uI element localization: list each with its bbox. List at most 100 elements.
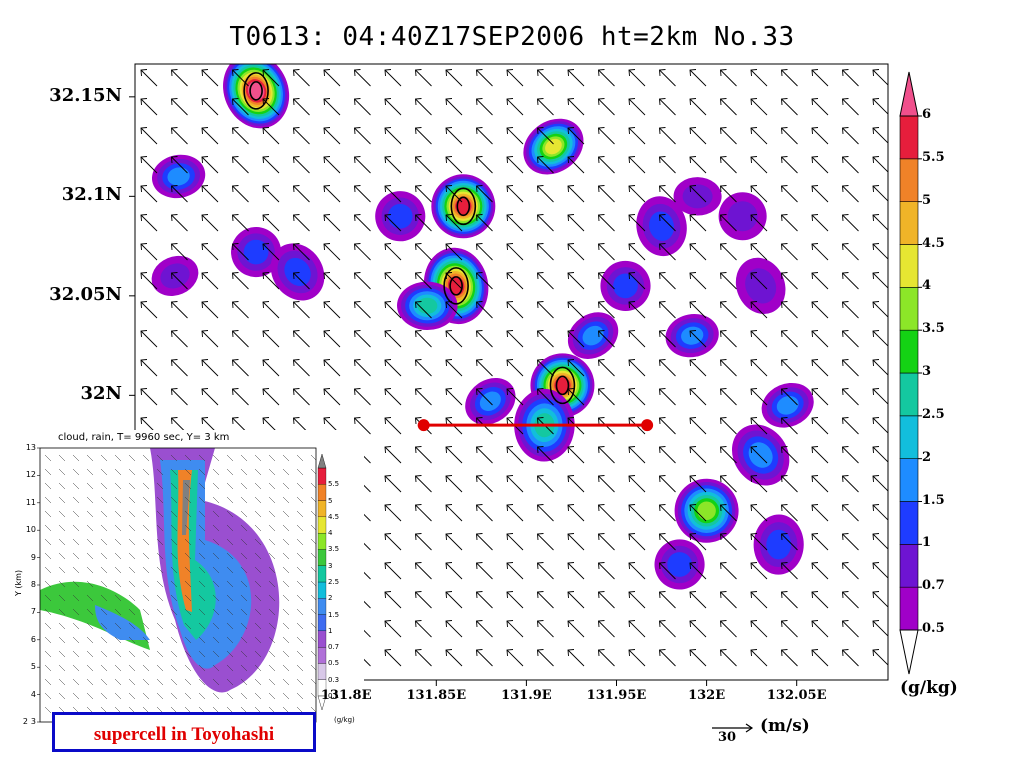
wind-arrow <box>445 243 463 261</box>
wind-arrow <box>384 446 402 464</box>
wind-arrow <box>598 591 615 609</box>
wind-arrow-head <box>720 446 727 454</box>
wind-arrow <box>567 69 585 87</box>
wind-arrow <box>323 330 341 348</box>
inset-wind-arrow <box>72 650 80 658</box>
wind-arrow-head <box>659 243 666 251</box>
wind-arrow <box>415 272 432 290</box>
wind-arrow <box>262 69 280 87</box>
wind-arrow <box>384 330 402 348</box>
wind-arrow-head <box>506 243 514 251</box>
inset-wind-arrow <box>254 552 262 560</box>
wind-arrow <box>842 127 859 145</box>
inset-wind-arrow <box>254 608 262 616</box>
wind-arrow-head <box>750 127 758 135</box>
wind-arrow-head <box>628 330 636 338</box>
wind-arrow-head <box>415 330 422 338</box>
inset-wind-arrow <box>142 468 150 476</box>
inset-wind-arrow <box>114 468 122 476</box>
inset-wind-arrow <box>310 552 316 559</box>
wind-arrow <box>171 185 188 203</box>
wind-arrow-head <box>415 272 422 280</box>
wind-arrow <box>506 330 524 348</box>
inset-wind-arrow <box>268 552 276 560</box>
wind-arrow-head <box>140 156 148 164</box>
inset-wind-arrow <box>184 692 192 700</box>
inset-wind-arrow <box>58 636 66 644</box>
wind-arrow-head <box>415 533 422 541</box>
wind-arrow-head <box>750 475 758 483</box>
wind-arrow <box>323 359 341 377</box>
wind-arrow <box>445 359 463 377</box>
wind-arrow <box>781 272 798 290</box>
wind-arrow-head <box>567 98 575 106</box>
wind-arrow <box>415 591 432 609</box>
wind-arrow-head <box>232 417 239 425</box>
colorbar-label: 5 <box>922 192 932 208</box>
wind-arrow <box>537 533 554 551</box>
wind-arrow <box>781 504 798 522</box>
inset-wind-arrow <box>58 650 66 658</box>
inset-wind-arrow <box>310 664 316 671</box>
inset-wind-arrow <box>198 678 206 686</box>
wind-arrow-head <box>628 69 636 77</box>
wind-arrow <box>628 330 646 348</box>
shading-blob <box>284 257 311 287</box>
vector-reference: 30 <box>718 730 737 745</box>
inset-wind-arrow <box>142 608 150 616</box>
wind-arrow <box>659 330 676 348</box>
wind-arrow <box>537 562 554 580</box>
wind-arrow <box>781 562 798 580</box>
wind-arrow <box>781 417 798 435</box>
wind-arrow <box>598 127 615 145</box>
wind-arrow-head <box>720 388 727 396</box>
inset-wind-arrow <box>268 622 276 630</box>
inset-wind-arrow <box>58 454 66 462</box>
inset-wind-arrow <box>226 580 234 588</box>
wind-arrow-head <box>506 98 514 106</box>
wind-arrow-head <box>384 446 392 454</box>
inset-wind-arrow <box>170 468 178 476</box>
wind-arrow <box>872 98 888 115</box>
wind-arrow <box>689 127 707 145</box>
inset-wind-arrow <box>240 524 248 532</box>
inset-title: cloud, rain, T= 9960 sec, Y= 3 km <box>58 432 230 443</box>
wind-arrow <box>506 301 524 319</box>
wind-arrow <box>201 127 219 145</box>
wind-arrow <box>232 272 249 290</box>
wind-arrow-head <box>537 156 544 164</box>
wind-arrow-head <box>476 98 483 106</box>
wind-arrow <box>506 533 524 551</box>
shading-blob <box>613 273 638 299</box>
wind-arrow-head <box>232 156 239 164</box>
wind-arrow <box>354 388 371 406</box>
wind-arrow-head <box>262 272 270 280</box>
wind-arrow <box>598 301 615 319</box>
inset-wind-arrow <box>170 510 178 518</box>
wind-arrow-head <box>537 243 544 251</box>
wind-arrow <box>811 417 829 435</box>
wind-arrow <box>140 127 158 145</box>
wind-arrow <box>781 388 798 406</box>
wind-arrow <box>750 185 768 203</box>
inset-wind-arrow <box>128 608 136 616</box>
wind-arrow-head <box>506 533 514 541</box>
inset-wind-arrow <box>58 510 66 518</box>
inset-wind-arrow <box>156 678 164 686</box>
wind-arrow-head <box>750 591 758 599</box>
inset-wind-arrow <box>296 482 304 490</box>
inset-wind-arrow <box>100 636 108 644</box>
wind-arrow-head <box>445 591 453 599</box>
wind-arrow <box>720 98 737 116</box>
wind-arrow-head <box>689 98 697 106</box>
wind-arrow-head <box>720 156 727 164</box>
wind-arrow-head <box>354 214 361 222</box>
wind-arrow-head <box>567 359 575 367</box>
wind-arrow <box>598 620 615 638</box>
wind-arrow <box>506 156 524 174</box>
wind-arrow-head <box>171 388 178 396</box>
wind-arrow-head <box>476 272 483 280</box>
wind-arrow-head <box>598 417 605 425</box>
inset-wind-arrow <box>310 482 316 489</box>
wind-arrow <box>567 475 585 493</box>
